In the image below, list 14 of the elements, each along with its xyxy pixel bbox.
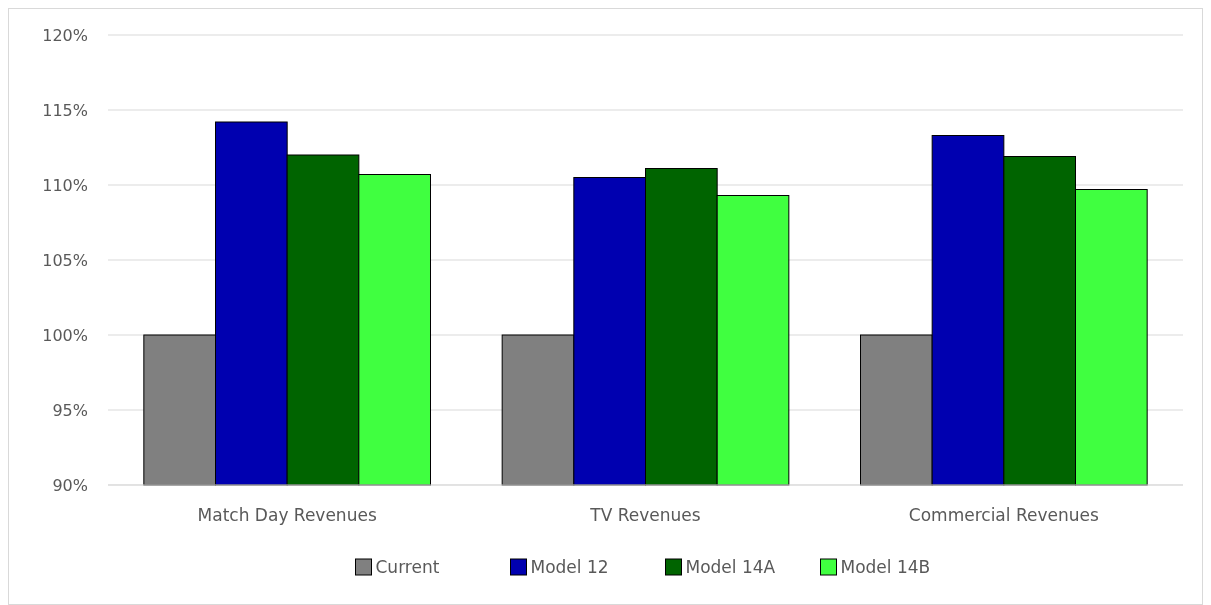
y-tick-label: 115% xyxy=(42,100,88,120)
legend-label: Model 14A xyxy=(685,556,776,577)
x-tick-label: Commercial Revenues xyxy=(908,505,1099,525)
y-tick-label: 110% xyxy=(42,175,88,195)
y-tick-label: 100% xyxy=(42,325,88,345)
legend-label: Current xyxy=(375,556,440,577)
legend-label: Model 14B xyxy=(840,556,931,577)
y-tick-label: 95% xyxy=(52,400,88,420)
legend-label: Model 12 xyxy=(530,556,609,577)
y-tick-label: 120% xyxy=(42,25,88,45)
y-tick-label: 90% xyxy=(52,475,88,495)
x-tick-label: Match Day Revenues xyxy=(197,505,377,525)
y-tick-label: 105% xyxy=(42,250,88,270)
x-tick-label: TV Revenues xyxy=(589,505,701,525)
